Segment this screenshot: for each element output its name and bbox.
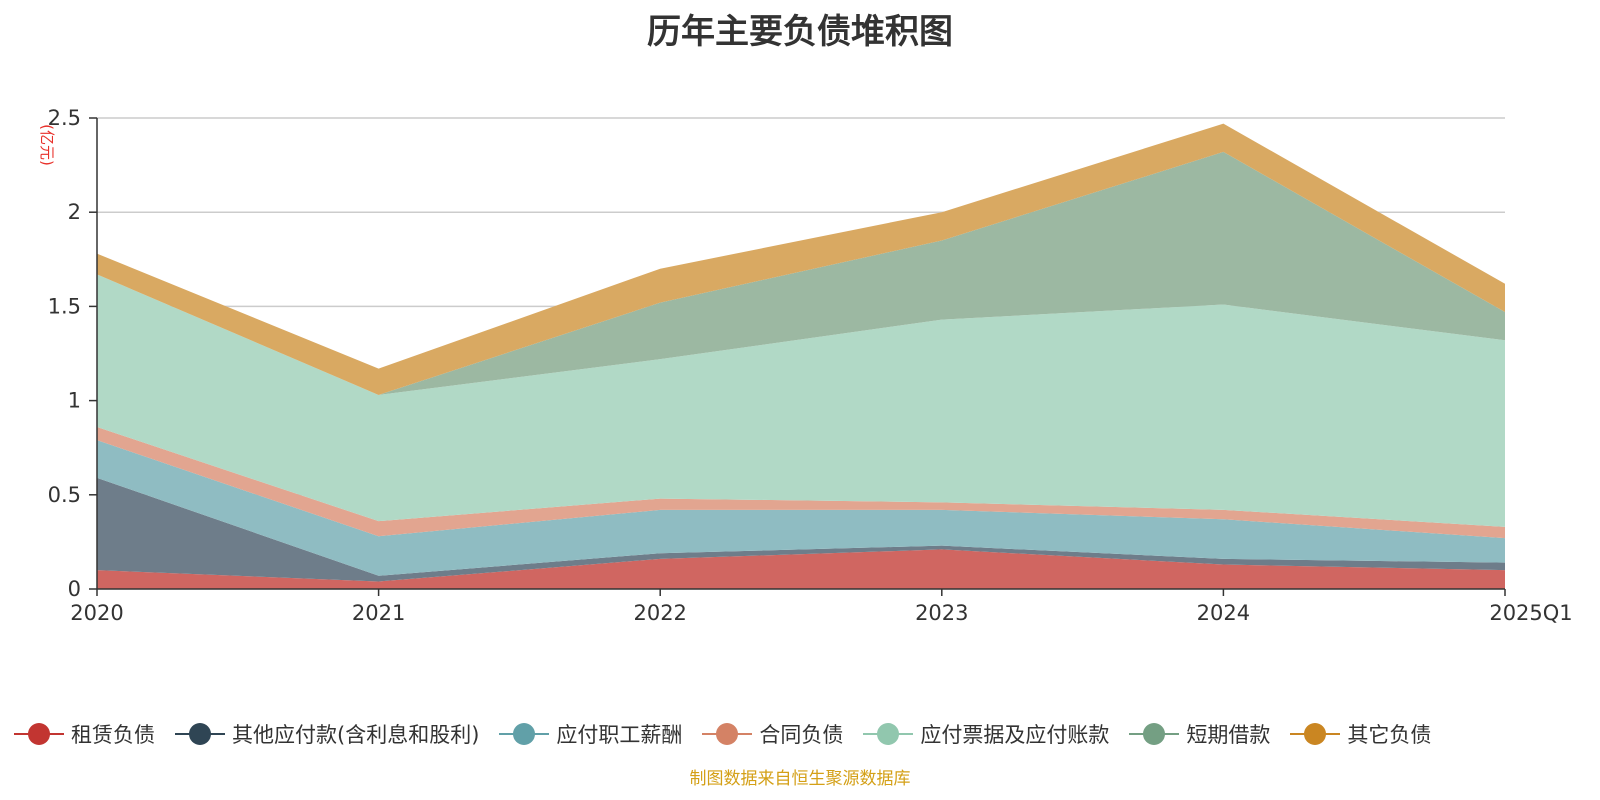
legend-dot — [28, 723, 50, 745]
legend-marker — [499, 722, 550, 746]
y-tick-label: 1.5 — [48, 294, 81, 318]
y-tick-label: 0.5 — [48, 483, 81, 507]
legend-marker — [175, 722, 225, 746]
source-note: 制图数据来自恒生聚源数据库 — [689, 769, 911, 789]
y-tick-label: 0 — [68, 577, 81, 601]
legend-dot — [1304, 723, 1327, 745]
legend-item-5[interactable]: 应付票据及应付账款 — [863, 719, 1109, 749]
area-series-4 — [97, 426, 1505, 539]
x-tick-label: 2021 — [352, 601, 405, 625]
legend-label: 租赁负债 — [71, 723, 155, 747]
legend-label: 短期借款 — [1186, 723, 1271, 747]
legend-label: 合同负债 — [759, 723, 844, 747]
area-series-1 — [97, 549, 1505, 589]
legend-label: 其他应付款(含利息和股利) — [232, 723, 480, 747]
legend-label: 其它负债 — [1347, 723, 1432, 747]
legend-dot — [877, 723, 900, 745]
chart-title: 历年主要负债堆积图 — [647, 12, 953, 52]
legend-item-6[interactable]: 短期借款 — [1129, 719, 1270, 749]
legend-marker — [702, 722, 753, 746]
legend-item-7[interactable]: 其它负债 — [1290, 719, 1431, 749]
legend-item-1[interactable]: 租赁负债 — [14, 719, 155, 749]
legend-item-3[interactable]: 应付职工薪酬 — [499, 719, 682, 749]
legend-marker — [863, 722, 914, 746]
area-series-2 — [97, 477, 1505, 582]
legend-marker — [1290, 722, 1341, 746]
legend-label: 应付票据及应付账款 — [920, 723, 1110, 747]
legend-marker — [1129, 722, 1180, 746]
y-tick-label: 2 — [68, 200, 81, 224]
area-series-3 — [97, 440, 1505, 576]
legend-dot — [1143, 723, 1166, 745]
legend-dot — [513, 723, 536, 745]
x-tick-label: 2023 — [915, 601, 968, 625]
x-tick-label: 2024 — [1197, 601, 1250, 625]
legend-dot — [189, 723, 211, 745]
x-tick-label: 2020 — [70, 601, 123, 625]
area-series — [97, 123, 1505, 589]
area-series-5 — [97, 274, 1505, 527]
legend-item-4[interactable]: 合同负债 — [702, 719, 843, 749]
chart-plot: 0 0.5 1 1.5 2 2.5 2020 2021 2022 2023 2024 2025Q1 (… — [38, 106, 1573, 625]
y-tick-label: 2.5 — [48, 106, 81, 130]
legend-dot — [716, 723, 739, 745]
axes: 0 0.5 1 1.5 2 2.5 2020 2021 2022 2023 2024 2025Q1 — [48, 106, 1573, 625]
area-series-6 — [97, 151, 1505, 395]
area-series-7 — [97, 123, 1505, 395]
y-tick-label: 1 — [68, 389, 81, 413]
y-axis-unit-label: (亿元) — [38, 124, 56, 166]
legend-item-2[interactable]: 其他应付款(含利息和股利) — [175, 719, 479, 749]
x-tick-label: 2022 — [633, 601, 686, 625]
legend-label: 应付职工薪酬 — [556, 723, 683, 747]
x-tick-label: 2025Q1 — [1489, 601, 1572, 625]
legend: 租赁负债 其他应付款(含利息和股利) 应付职工薪酬 合同负债 应付票据及应付账款 短期借款… — [14, 716, 1594, 752]
legend-marker — [14, 722, 64, 746]
